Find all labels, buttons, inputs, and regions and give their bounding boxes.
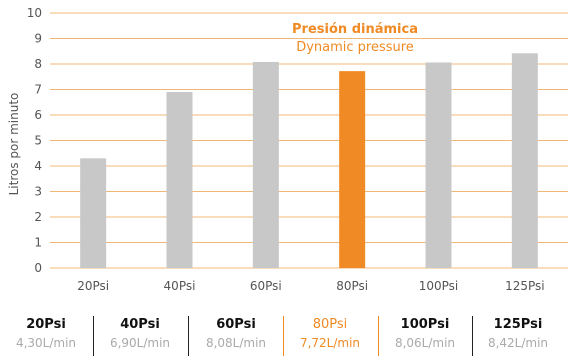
stat-value: 8,06L/min	[394, 336, 456, 350]
stat-value: 7,72L/min	[299, 336, 361, 350]
legend-line-2: Dynamic pressure	[296, 40, 414, 55]
stat-125Psi: 125Psi 8,42L/min	[472, 316, 564, 352]
y-tick-label: 4	[34, 159, 42, 173]
stat-value: 8,42L/min	[487, 336, 549, 350]
legend: Presión dinámica Dynamic pressure	[292, 22, 418, 55]
x-tick-label: 60Psi	[250, 279, 282, 293]
y-axis-ticks: 0 1 2 3 4 5 6 7 8 9 10	[27, 6, 42, 275]
bar-40Psi	[166, 92, 193, 268]
x-tick-label: 40Psi	[164, 279, 196, 293]
y-tick-label: 6	[34, 108, 42, 122]
stat-divider	[188, 316, 189, 356]
stat-40Psi: 40Psi 6,90L/min	[94, 316, 186, 352]
stat-value: 6,90L/min	[109, 336, 171, 350]
stat-label: 60Psi	[216, 317, 256, 332]
bar-20Psi	[80, 158, 107, 268]
stat-80Psi: 80Psi 7,72L/min	[284, 316, 376, 352]
stat-label: 100Psi	[400, 317, 450, 332]
stat-20Psi: 20Psi 4,30L/min	[0, 316, 92, 352]
stat-60Psi: 60Psi 8,08L/min	[190, 316, 282, 352]
y-axis-label: Litros por minuto	[7, 93, 21, 196]
x-tick-label: 125Psi	[505, 279, 545, 293]
bar-60Psi	[252, 61, 279, 269]
stat-label: 80Psi	[312, 317, 348, 332]
y-tick-label: 8	[34, 57, 42, 71]
x-tick-label: 100Psi	[419, 279, 459, 293]
stat-label: 20Psi	[26, 317, 66, 332]
y-tick-label: 5	[34, 134, 42, 148]
x-tick-label: 20Psi	[77, 279, 109, 293]
y-tick-label: 10	[27, 6, 42, 20]
bar-125Psi	[511, 53, 538, 268]
bars	[80, 53, 538, 269]
stat-100Psi: 100Psi 8,06L/min	[379, 316, 471, 352]
x-tick-label: 80Psi	[336, 279, 368, 293]
stat-divider	[472, 316, 473, 356]
grid-lines	[50, 12, 568, 269]
y-tick-label: 9	[34, 32, 42, 46]
legend-line-1: Presión dinámica	[292, 22, 418, 37]
stat-value: 4,30L/min	[15, 336, 77, 350]
stats-row: 20Psi 4,30L/min 40Psi 6,90L/min 60Psi 8,08L/m…	[0, 312, 571, 358]
bar-80Psi	[339, 71, 366, 268]
stat-divider	[93, 316, 94, 356]
stat-divider	[283, 316, 284, 356]
y-tick-label: 7	[34, 83, 42, 97]
y-tick-label: 2	[34, 210, 42, 224]
y-tick-label: 1	[34, 236, 42, 250]
stat-label: 125Psi	[493, 317, 543, 332]
stat-divider	[378, 316, 379, 356]
y-tick-label: 3	[34, 185, 42, 199]
bar-chart: 0 1 2 3 4 5 6 7 8 9 10 20Psi 40Psi 60Psi 80Psi 100Psi 1…	[7, 6, 568, 293]
bar-100Psi	[425, 62, 452, 268]
stat-label: 40Psi	[120, 317, 160, 332]
y-tick-label: 0	[34, 261, 42, 275]
x-axis-ticks: 20Psi 40Psi 60Psi 80Psi 100Psi 125Psi	[77, 279, 544, 293]
stat-value: 8,08L/min	[205, 336, 267, 350]
